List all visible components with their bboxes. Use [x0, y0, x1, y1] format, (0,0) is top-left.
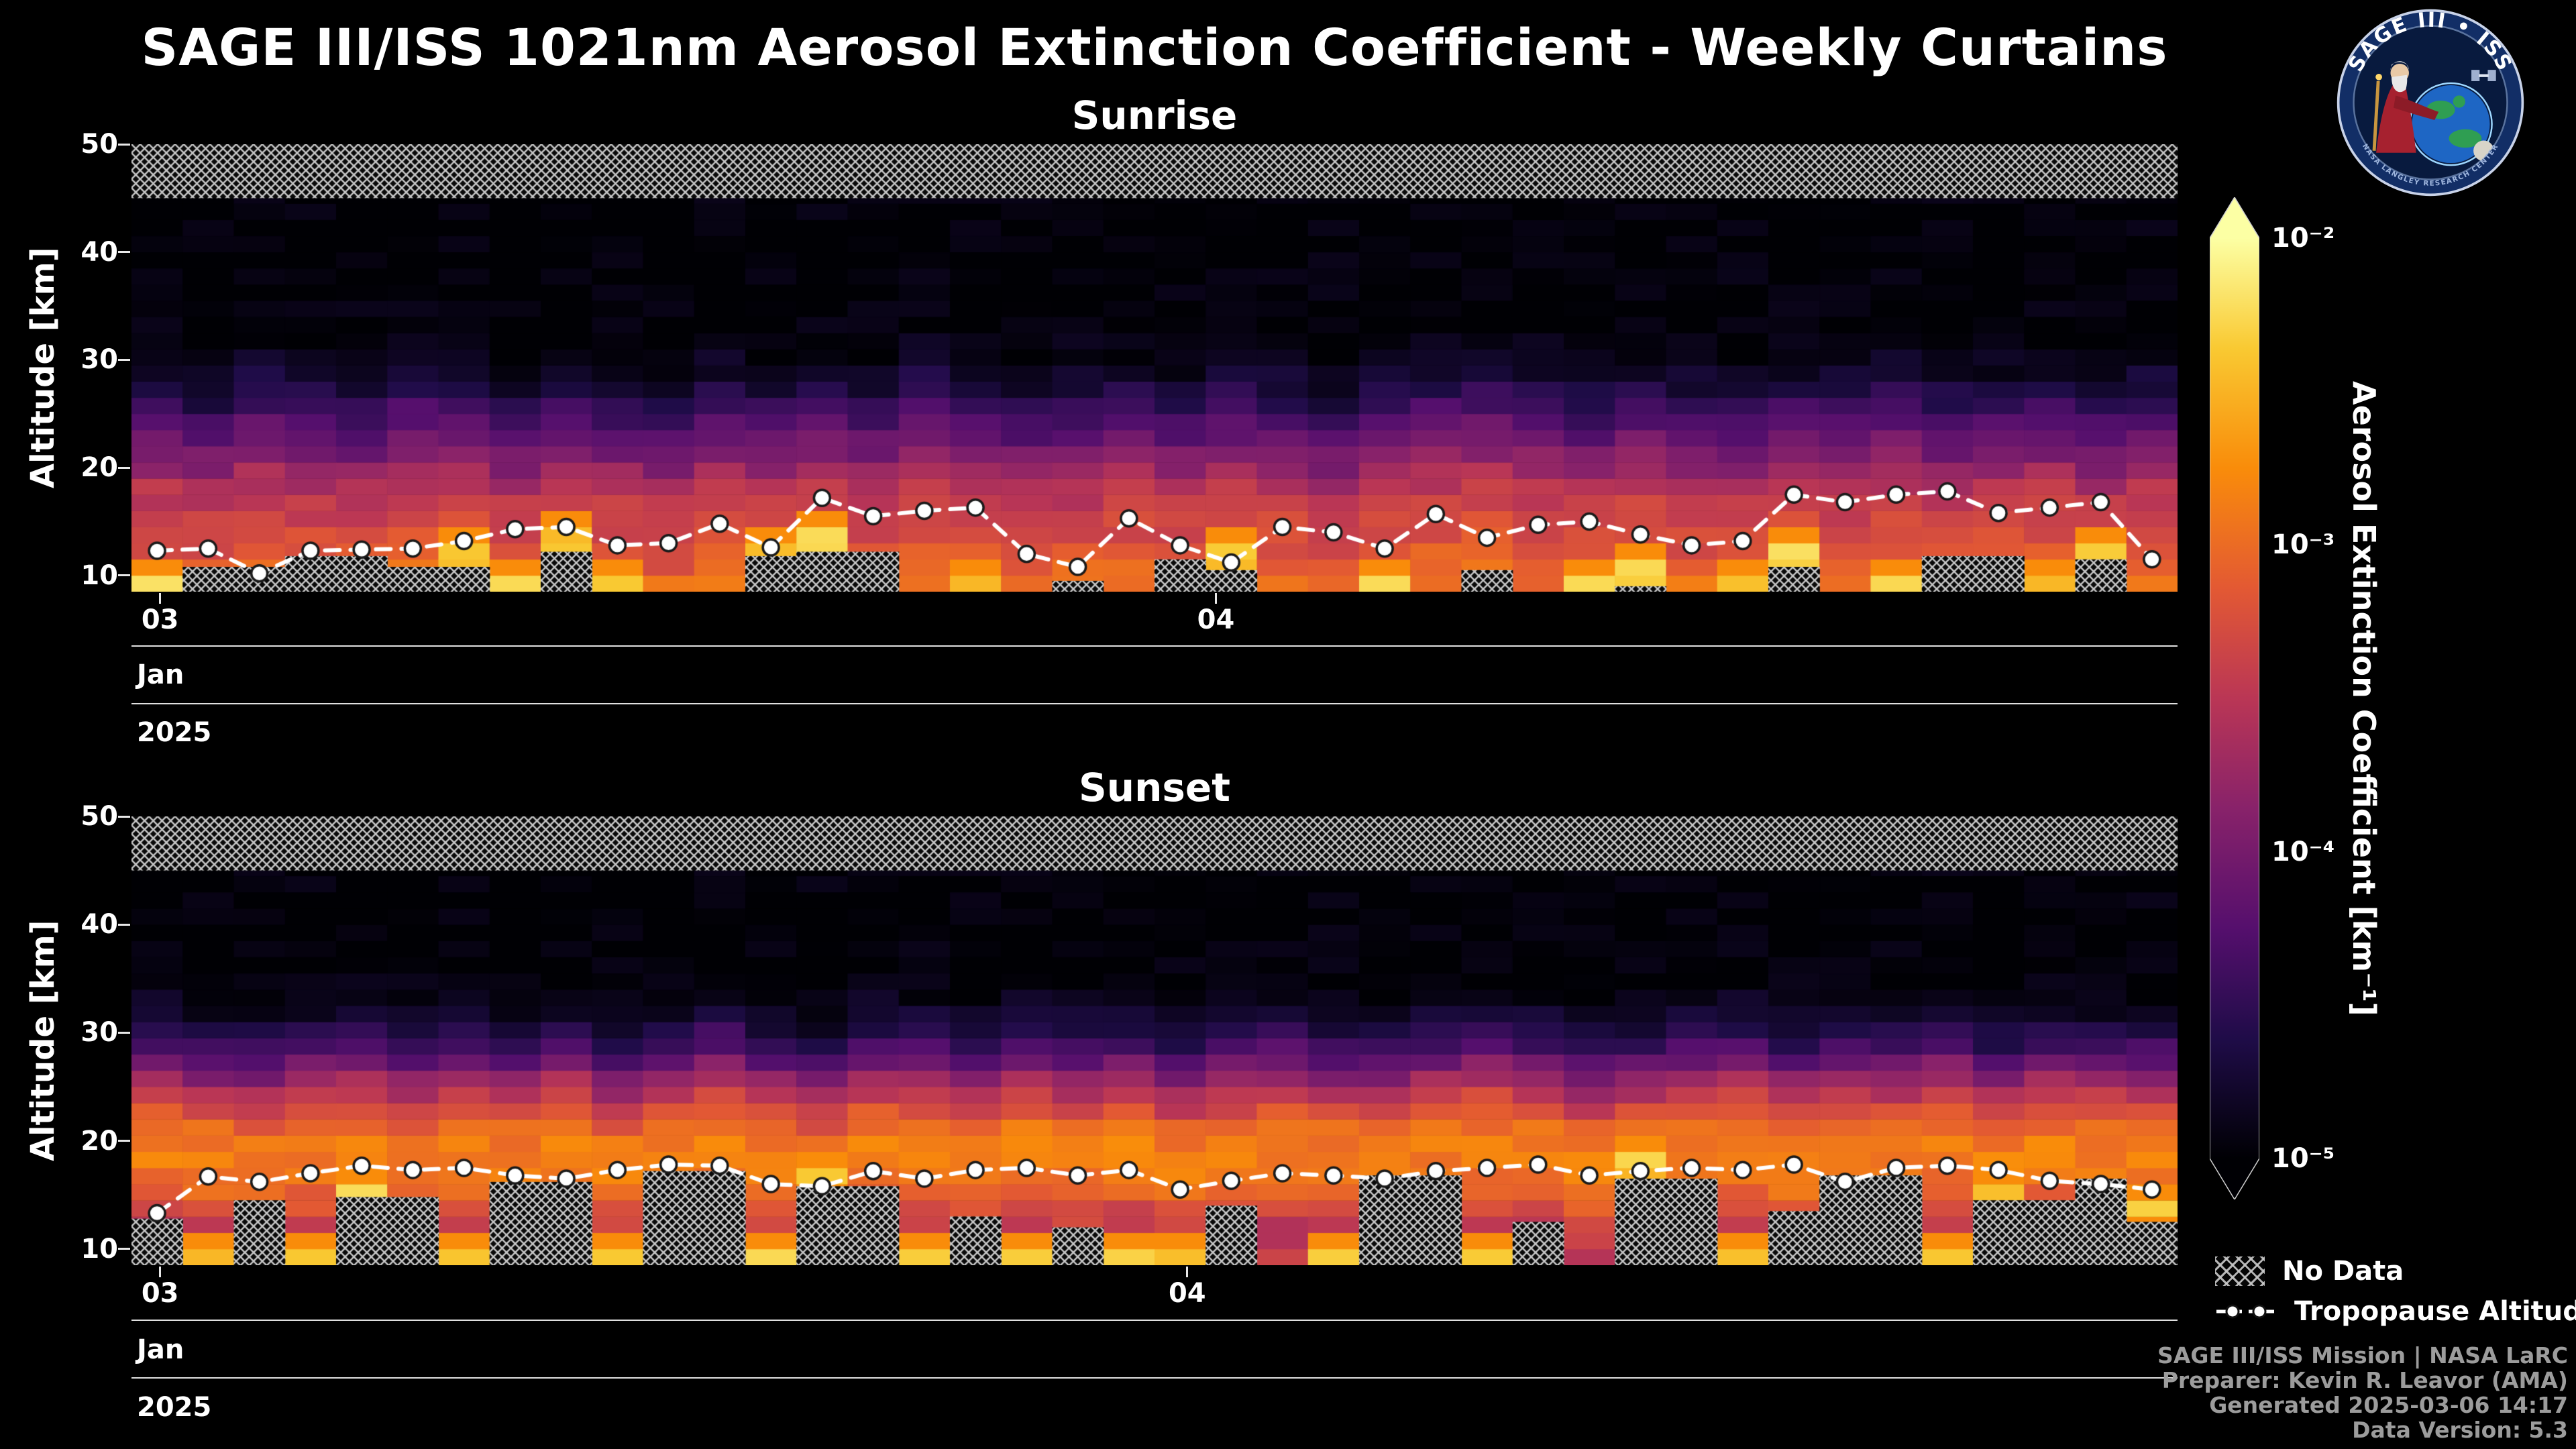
colorbar-tick-label: 10⁻⁵ [2271, 1143, 2335, 1174]
x-tick-mark [159, 1267, 162, 1277]
y-axis-label-sunrise: Altitude [km] [24, 247, 62, 489]
legend-tropopause: Tropopause Altitude [2215, 1295, 2576, 1328]
x-tick-label: 03 [141, 1278, 179, 1309]
credits-line: Data Version: 5.3 [2352, 1417, 2568, 1443]
x-axis-month-sunset: Jan [137, 1334, 184, 1365]
colorbar-over-arrow [2210, 197, 2259, 238]
x-axis-year-sunset: 2025 [137, 1392, 212, 1423]
y-tick-mark [118, 815, 130, 818]
y-tick-mark [118, 358, 130, 361]
credits-line: Generated 2025-03-06 14:17 [2209, 1392, 2568, 1418]
axis-separator-line [131, 645, 2178, 647]
colorbar-tick-label: 10⁻⁴ [2271, 836, 2335, 867]
colorbar-tick-label: 10⁻² [2271, 223, 2335, 254]
y-tick-mark [118, 1031, 130, 1034]
x-tick-label: 04 [1197, 604, 1235, 635]
x-tick-mark [1215, 593, 1217, 604]
logo-continent [2453, 95, 2465, 108]
y-tick-mark [118, 574, 130, 577]
figure-title: SAGE III/ISS 1021nm Aerosol Extinction C… [141, 17, 2168, 77]
colorbar-under-arrow [2210, 1159, 2259, 1199]
logo-iss [2471, 70, 2496, 81]
axis-separator-line [131, 1320, 2178, 1321]
colorbar-gradient-body [2210, 238, 2259, 1159]
legend-no-data: No Data [2215, 1255, 2404, 1287]
x-axis-month-sunrise: Jan [137, 659, 184, 690]
sunrise-heatmap-canvas [131, 144, 2178, 592]
sunset-heatmap-canvas [131, 816, 2178, 1265]
y-tick-mark [118, 1248, 130, 1250]
y-tick-mark [118, 1140, 130, 1142]
mission-patch-logo: SAGE III • ISS NASA LANGLEY RESEARCH CEN… [2337, 9, 2524, 197]
credits-block: SAGE III/ISS Mission | NASA LaRC Prepare… [2157, 1343, 2568, 1442]
panel-title-sunset: Sunset [1079, 765, 1230, 810]
credits-line: Preparer: Kevin R. Leavor (AMA) [2161, 1367, 2568, 1393]
y-tick-mark [118, 251, 130, 254]
x-tick-label: 03 [141, 604, 179, 635]
y-tick-mark [118, 923, 130, 926]
colorbar-label: Aerosol Extinction Coefficient [km⁻¹] [2346, 380, 2382, 1016]
y-tick-mark [118, 466, 130, 469]
no-data-hatch-swatch-icon [2215, 1256, 2265, 1286]
panel-title-sunrise: Sunrise [1071, 93, 1238, 138]
tropopause-line-icon [2216, 1304, 2275, 1319]
colorbar-tick-label: 10⁻³ [2271, 529, 2335, 561]
x-tick-mark [159, 593, 162, 604]
logo-sage-wizard [2372, 61, 2439, 153]
legend-tropopause-label: Tropopause Altitude [2294, 1296, 2576, 1327]
logo-continent [2449, 129, 2482, 148]
axis-separator-line [131, 703, 2178, 704]
axis-separator-line [131, 1377, 2178, 1379]
credits-line: SAGE III/ISS Mission | NASA LaRC [2157, 1342, 2568, 1368]
x-tick-mark [1186, 1267, 1189, 1277]
y-axis-label-sunset: Altitude [km] [24, 920, 62, 1162]
colorbar [2210, 197, 2259, 1199]
x-tick-label: 04 [1168, 1278, 1206, 1309]
legend-no-data-label: No Data [2282, 1256, 2404, 1287]
x-axis-year-sunrise: 2025 [137, 717, 212, 748]
y-tick-mark [118, 143, 130, 146]
